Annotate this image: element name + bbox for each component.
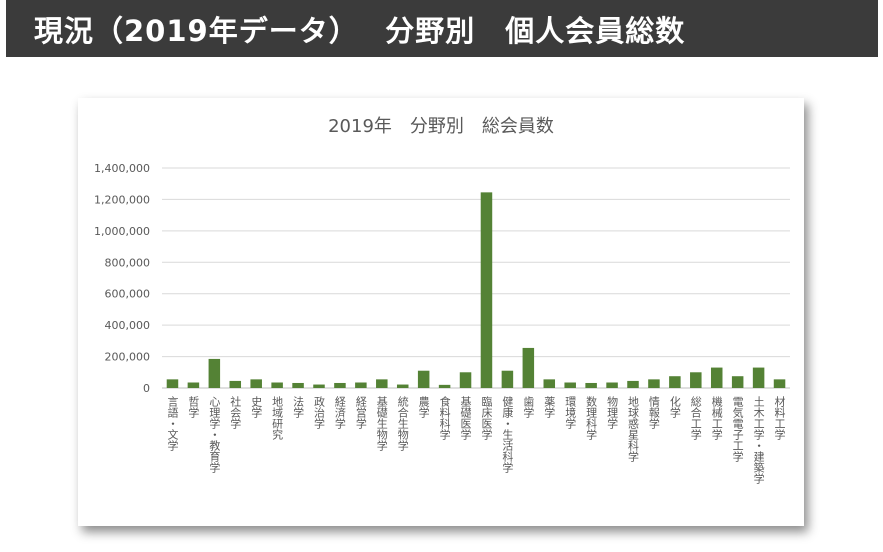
bar xyxy=(648,379,660,388)
x-tick-label: 地域研究 xyxy=(271,396,284,440)
bar xyxy=(627,380,639,388)
x-tick-label: 土木工学・建築学 xyxy=(752,396,765,484)
bar xyxy=(250,379,262,388)
x-tick-label: 経済学 xyxy=(333,396,346,429)
x-tick-label: 法学 xyxy=(292,395,305,418)
bar xyxy=(585,382,597,388)
bar xyxy=(459,372,472,388)
bar xyxy=(376,379,388,388)
x-tick-label: 薬学 xyxy=(543,396,556,418)
bar xyxy=(480,192,493,388)
bar xyxy=(522,347,535,388)
x-tick-label: 言語・文学 xyxy=(166,396,179,451)
y-tick-label: 200,000 xyxy=(105,351,151,364)
x-tick-label: 心理学・教育学 xyxy=(208,396,221,473)
bar xyxy=(271,382,283,388)
slide-title: 現況（2019年データ） 分野別 個人会員総数 xyxy=(34,13,686,48)
bar xyxy=(187,382,200,388)
bar xyxy=(166,379,179,388)
chart-card: 2019年 分野別 総会員数 0 200,000 400,000 600,000 800… xyxy=(78,98,804,526)
bar xyxy=(669,376,681,388)
x-tick-label: 基礎生物学 xyxy=(375,396,388,451)
chart-title: 2019年 分野別 総会員数 xyxy=(328,116,554,137)
x-tick-label: 食料科学 xyxy=(438,395,451,440)
x-tick-label: 機械工学 xyxy=(710,395,723,440)
x-tick-label: 哲学 xyxy=(187,396,200,418)
x-tick-label: 化学 xyxy=(668,395,681,418)
bar xyxy=(313,384,325,388)
bar xyxy=(501,370,514,388)
x-tick-label: 経営学 xyxy=(354,396,367,429)
x-tick-label: 政治学 xyxy=(313,395,326,429)
bar xyxy=(229,380,242,388)
bar xyxy=(355,382,367,388)
slide-title-bar: 現況（2019年データ） 分野別 個人会員総数 xyxy=(6,0,878,57)
bar xyxy=(564,382,576,388)
bar xyxy=(606,382,618,388)
bar xyxy=(208,358,221,388)
x-tick-label: 農学 xyxy=(417,395,430,418)
y-tick-label: 1,000,000 xyxy=(94,225,150,238)
x-tick-label: 地球惑星科学 xyxy=(627,396,640,462)
bar xyxy=(731,376,744,388)
bar xyxy=(396,384,409,388)
bar xyxy=(710,367,723,388)
bar xyxy=(334,382,346,388)
x-tick-label: 情報学 xyxy=(647,396,660,429)
y-tick-label: 800,000 xyxy=(105,256,151,269)
x-tick-label: 健康・生活科学 xyxy=(501,396,514,473)
bar xyxy=(292,382,304,388)
bar xyxy=(690,372,702,388)
x-tick-label: 材料工学 xyxy=(773,395,786,440)
x-tick-label: 数理科学 xyxy=(585,396,598,440)
bar xyxy=(543,379,556,388)
y-tick-label: 400,000 xyxy=(105,319,151,332)
y-tick-label: 1,200,000 xyxy=(94,193,150,206)
x-tick-label: 総合工学 xyxy=(689,395,702,440)
x-tick-label: 電気電子工学 xyxy=(731,396,744,462)
x-tick-label: 史学 xyxy=(250,396,263,418)
x-tick-label: 環境学 xyxy=(564,396,577,429)
x-tick-label: 歯学 xyxy=(522,396,535,418)
bar xyxy=(417,370,430,388)
y-tick-label: 1,400,000 xyxy=(94,162,150,175)
x-tick-label: 統合生物学 xyxy=(396,395,409,451)
bar xyxy=(773,379,786,388)
y-tick-label: 600,000 xyxy=(105,288,151,301)
y-tick-label: 0 xyxy=(143,382,150,395)
bar-chart: 0 200,000 400,000 600,000 800,000 1,000,000 1,… xyxy=(94,162,790,484)
x-tick-label: 臨床医学 xyxy=(480,396,493,440)
bar xyxy=(752,367,765,388)
bar xyxy=(438,384,451,388)
x-tick-label: 物理学 xyxy=(606,395,619,429)
x-tick-label: 基礎医学 xyxy=(459,396,472,440)
x-tick-label: 社会学 xyxy=(229,395,242,429)
